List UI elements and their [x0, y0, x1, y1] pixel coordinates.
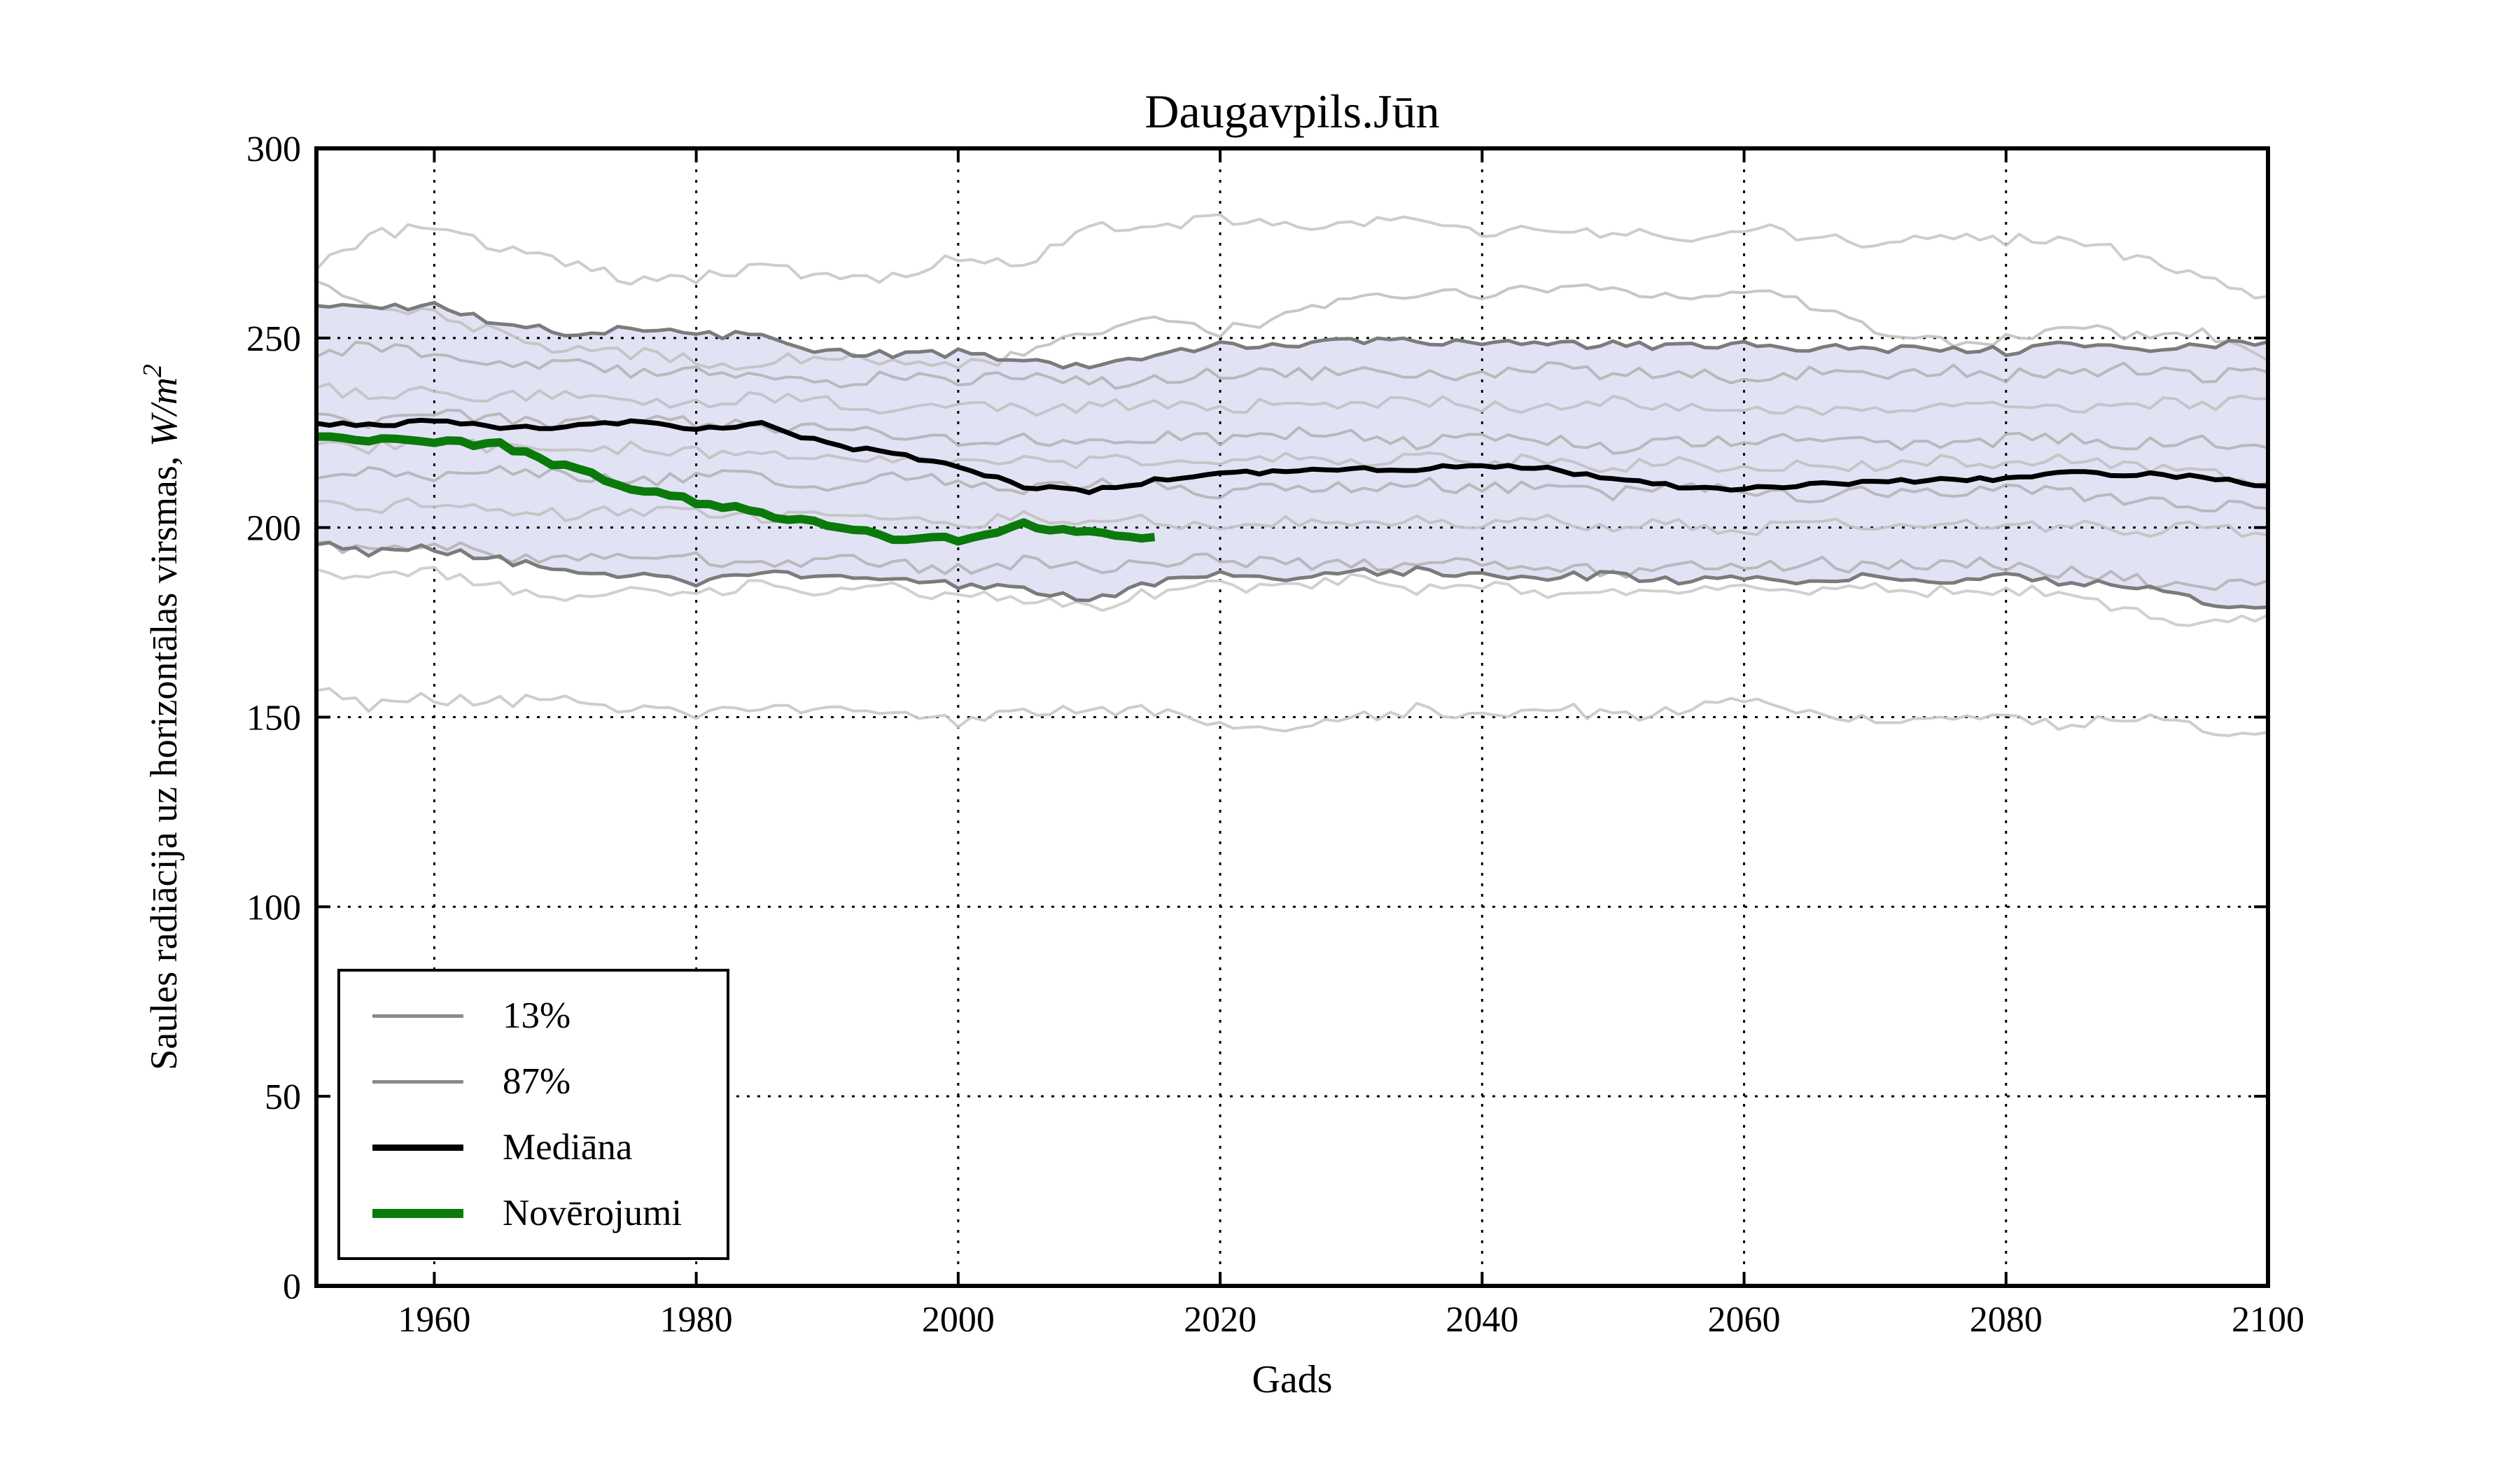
tick-marks [316, 147, 2269, 1287]
y-tick-label-50: 50 [265, 1077, 301, 1117]
legend-label-mediana: Mediāna [503, 1126, 633, 1168]
legend-label-87pct: 87% [503, 1060, 571, 1102]
legend-item-87pct: 87% [372, 1063, 720, 1100]
y-tick-label-200: 200 [246, 509, 301, 549]
legend-item-mediana: Mediāna [372, 1126, 720, 1168]
y-tick-labels: 0 50 100 150 200 250 300 [246, 130, 301, 1307]
x-tick-label-1980: 1980 [660, 1300, 733, 1340]
y-tick-label-300: 300 [246, 130, 301, 169]
ensemble-line-2 [316, 279, 2268, 371]
legend-line-swatch-mediana [372, 1144, 463, 1151]
y-tick-label-100: 100 [246, 888, 301, 927]
ensemble-line-6 [316, 438, 2268, 489]
legend-label-13pct: 13% [503, 995, 571, 1036]
observations-line [316, 432, 1156, 546]
y-tick-label-0: 0 [283, 1267, 301, 1307]
x-tick-label-2000: 2000 [922, 1300, 995, 1340]
legend-item-noverojumi: Novērojumi [372, 1192, 720, 1233]
ensemble-line-3 [316, 341, 2268, 390]
legend-box: 13% 87% Mediāna Novērojumi [337, 969, 729, 1260]
legend-line-swatch-13pct [372, 1014, 463, 1018]
x-tick-label-2060: 2060 [1708, 1300, 1781, 1340]
ensemble-line-7 [316, 465, 2268, 512]
legend-item-13pct: 13% [372, 997, 720, 1035]
x-tick-labels: 1960 1980 2000 2020 2040 2060 2080 2100 [398, 1300, 2304, 1340]
median-line [316, 417, 2268, 496]
y-axis-label: Saules radiācija uz horizontālas virsmas… [138, 364, 185, 1070]
x-tick-label-2080: 2080 [1970, 1300, 2043, 1340]
x-tick-label-1960: 1960 [398, 1300, 470, 1340]
ensemble-line-9 [316, 540, 2268, 592]
chart-title: Daugavpils.Jūn [1144, 85, 1439, 138]
x-tick-label-2020: 2020 [1184, 1300, 1256, 1340]
ensemble-line-8 [316, 497, 2268, 538]
ensemble-line-10 [316, 566, 2268, 627]
percentile-87-line [316, 300, 2268, 370]
legend-label-noverojumi: Novērojumi [503, 1192, 682, 1233]
ensemble-line-1 [316, 213, 2268, 300]
legend-line-swatch-noverojumi [372, 1208, 463, 1218]
ensemble-lines [316, 213, 2268, 737]
y-tick-label-250: 250 [246, 319, 301, 359]
percentile-13-line [316, 540, 2268, 610]
ensemble-line-11 [316, 687, 2268, 737]
legend-line-swatch-87pct [372, 1079, 463, 1084]
ensemble-line-4 [316, 382, 2268, 417]
x-tick-label-2040: 2040 [1446, 1300, 1518, 1340]
x-axis-label: Gads [1252, 1358, 1332, 1401]
x-tick-label-2100: 2100 [2232, 1300, 2304, 1340]
y-tick-label-150: 150 [246, 699, 301, 738]
